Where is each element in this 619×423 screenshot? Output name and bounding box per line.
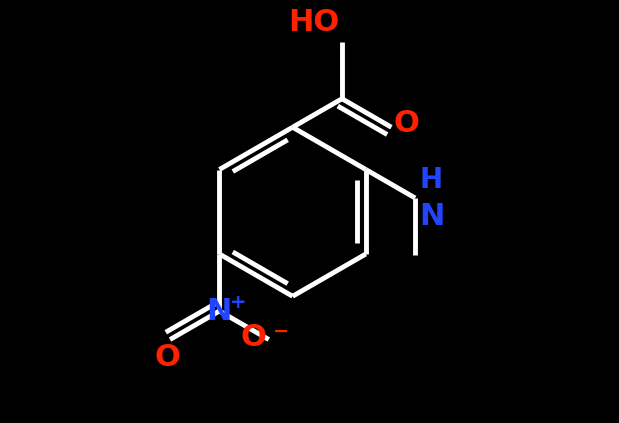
Text: O: O — [155, 343, 181, 372]
Text: −: − — [273, 321, 290, 341]
Text: +: + — [230, 293, 246, 312]
Text: N: N — [420, 202, 445, 231]
Text: H: H — [420, 166, 443, 194]
Text: O: O — [394, 109, 420, 137]
Text: O: O — [241, 323, 267, 352]
Text: HO: HO — [288, 8, 340, 38]
Text: N: N — [207, 297, 232, 326]
